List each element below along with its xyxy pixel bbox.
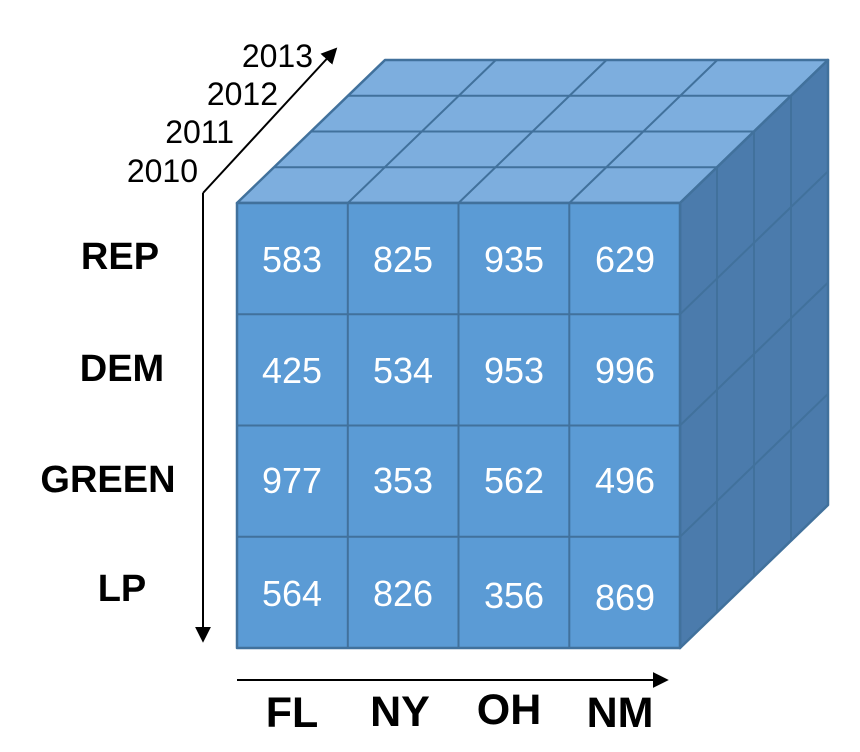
cell-value: 869: [595, 577, 655, 618]
depth-axis-labels: 2010 2011 2012 2013: [127, 38, 313, 189]
cell-value: 353: [373, 460, 433, 501]
year-label: 2011: [165, 114, 234, 150]
row-label: DEM: [80, 348, 164, 390]
grid-line: [347, 59, 497, 204]
year-label: 2012: [207, 76, 278, 112]
row-label: REP: [81, 236, 159, 278]
cell-value: 825: [373, 239, 433, 280]
cell-value: 996: [595, 350, 655, 391]
depth-axis-arrow: [202, 47, 338, 194]
row-axis-labels: REP DEM GREEN LP: [40, 236, 175, 610]
cell-value: 562: [484, 460, 544, 501]
cell-value: 534: [373, 350, 433, 391]
cell-value: 564: [262, 573, 322, 614]
cell-value: 935: [484, 239, 544, 280]
grid-line: [568, 59, 718, 204]
column-label: FL: [266, 689, 319, 737]
year-label: 2010: [127, 153, 198, 189]
column-label: OH: [477, 686, 542, 734]
cell-value: 629: [595, 239, 655, 280]
axes: [195, 47, 669, 688]
cell-value: 356: [484, 575, 544, 616]
column-label: NY: [370, 688, 430, 736]
cube-grid-lines: [237, 59, 829, 648]
row-label: GREEN: [40, 459, 175, 501]
cell-value: 826: [373, 573, 433, 614]
grid-line: [457, 59, 608, 204]
column-axis-labels: FL NY OH NM: [266, 686, 654, 737]
cell-value: 953: [484, 350, 544, 391]
year-label: 2013: [242, 38, 313, 74]
cell-value: 496: [595, 460, 655, 501]
column-label: NM: [587, 689, 654, 737]
cell-value: 425: [262, 350, 322, 391]
cell-value: 583: [262, 239, 322, 280]
row-label: LP: [98, 568, 147, 610]
cell-value: 977: [262, 460, 322, 501]
cell-values: 583 825 935 629 425 534 953 996 977 353 …: [262, 239, 655, 618]
